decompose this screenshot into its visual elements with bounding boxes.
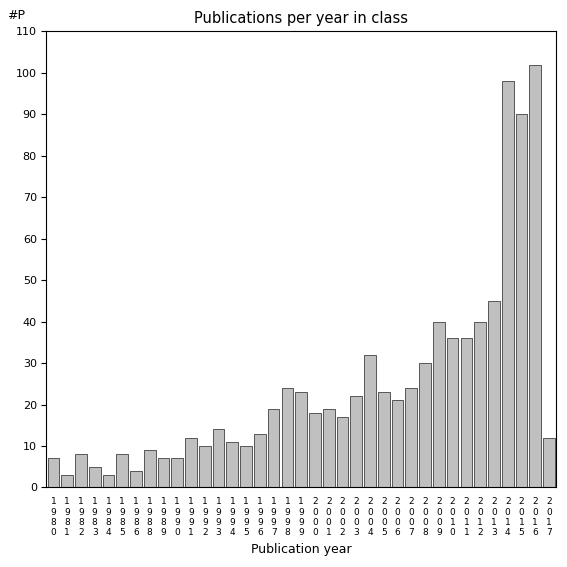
Bar (89, 467, 100, 488)
Bar (213, 429, 225, 488)
Title: Publications per year in class: Publications per year in class (194, 11, 408, 26)
Bar (158, 458, 170, 488)
Bar (405, 388, 417, 488)
Y-axis label: #P: #P (7, 9, 25, 22)
Bar (447, 338, 459, 488)
Bar (295, 392, 307, 488)
Bar (171, 458, 183, 488)
Bar (185, 438, 197, 488)
Bar (350, 396, 362, 488)
Bar (103, 475, 115, 488)
Bar (337, 417, 348, 488)
Bar (240, 446, 252, 488)
Bar (543, 438, 555, 488)
Bar (433, 321, 445, 488)
Bar (226, 442, 238, 488)
Bar (502, 81, 514, 488)
Bar (323, 409, 335, 488)
Bar (530, 65, 541, 488)
Bar (364, 355, 376, 488)
Bar (199, 446, 211, 488)
Bar (378, 392, 390, 488)
Bar (309, 413, 321, 488)
Bar (419, 363, 431, 488)
Bar (130, 471, 142, 488)
Bar (61, 475, 73, 488)
X-axis label: Publication year: Publication year (251, 543, 352, 556)
Bar (144, 450, 155, 488)
Bar (75, 454, 87, 488)
Bar (488, 301, 500, 488)
Bar (475, 321, 486, 488)
Bar (254, 434, 266, 488)
Bar (48, 458, 59, 488)
Bar (116, 454, 128, 488)
Bar (392, 400, 403, 488)
Bar (515, 115, 527, 488)
Bar (268, 409, 280, 488)
Bar (282, 388, 293, 488)
Bar (460, 338, 472, 488)
